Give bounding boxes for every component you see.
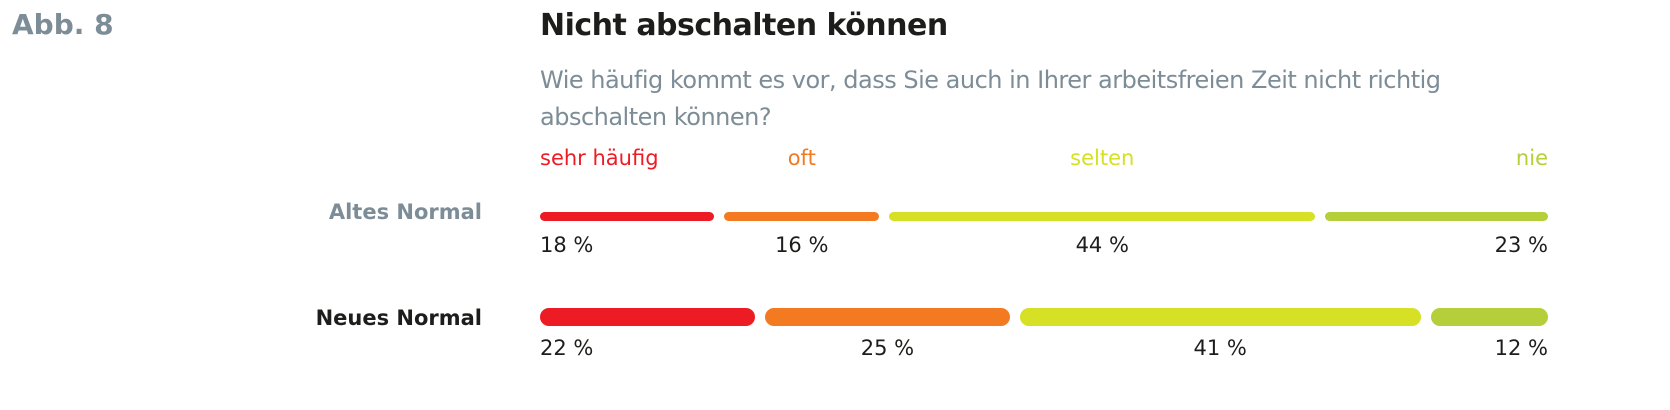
bar-segment-selten xyxy=(1019,308,1421,326)
category-legend: sehr häufig oft selten nie xyxy=(540,146,1548,176)
legend-label-sehr-häufig: sehr häufig xyxy=(540,146,659,170)
bar-segment-selten xyxy=(889,212,1316,221)
bar-segment-oft xyxy=(724,212,880,221)
chart-title: Nicht abschalten können xyxy=(540,8,948,43)
row-label-neues-normal: Neues Normal xyxy=(315,306,482,330)
value-label: 16 % xyxy=(775,233,829,257)
bar-segment-sehr-häufig xyxy=(540,212,715,221)
legend-label-nie: nie xyxy=(1515,146,1548,170)
figure-label: Abb. 8 xyxy=(12,8,114,41)
value-label: 18 % xyxy=(540,233,594,257)
value-labels-altes-normal: 18 % 16 % 44 % 23 % xyxy=(540,233,1548,261)
value-label: 44 % xyxy=(1075,233,1129,257)
legend-label-selten: selten xyxy=(1070,146,1135,170)
bar-segment-nie xyxy=(1325,212,1549,221)
chart-subtitle: Wie häufig kommt es vor, dass Sie auch i… xyxy=(540,66,1441,131)
row-label-altes-normal: Altes Normal xyxy=(328,200,482,224)
bar-neues-normal xyxy=(540,308,1548,326)
value-label: 12 % xyxy=(1494,336,1548,360)
bar-segment-oft xyxy=(765,308,1010,326)
value-label: 41 % xyxy=(1193,336,1247,360)
value-label: 23 % xyxy=(1494,233,1548,257)
legend-label-oft: oft xyxy=(787,146,816,170)
value-label: 22 % xyxy=(540,336,594,360)
value-labels-neues-normal: 22 % 25 % 41 % 12 % xyxy=(540,336,1548,364)
bar-altes-normal xyxy=(540,212,1549,221)
bar-segment-nie xyxy=(1430,308,1548,326)
bar-segment-sehr-häufig xyxy=(540,308,756,326)
value-label: 25 % xyxy=(860,336,915,360)
